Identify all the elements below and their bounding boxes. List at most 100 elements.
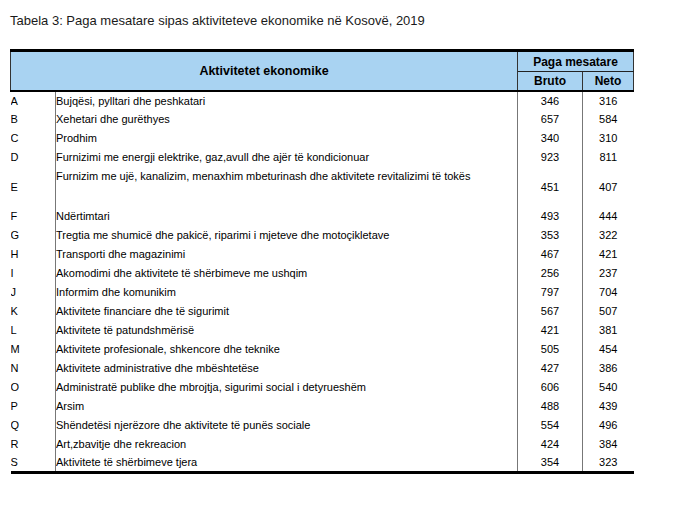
table-row: C Prodhim 340 310 [11,129,634,148]
table-body: A Bujqësi, pylltari dhe peshkatari 346 3… [11,91,634,473]
row-neto: 386 [583,359,634,378]
row-neto: 421 [583,245,634,264]
row-code: N [11,359,56,378]
row-bruto: 797 [518,283,583,302]
header-activities: Aktivitetet ekonomike [11,51,518,91]
row-activity: Shëndetësi njerëzore dhe aktivitete të p… [56,416,518,435]
row-activity: Xehetari dhe gurëthyes [56,110,518,129]
row-activity: Akomodimi dhe aktivitete të shërbimeve m… [56,264,518,283]
row-bruto: 424 [518,435,583,454]
row-code: C [11,129,56,148]
row-neto: 507 [583,302,634,321]
row-neto: 444 [583,207,634,226]
row-code: K [11,302,56,321]
row-bruto: 256 [518,264,583,283]
row-code: B [11,110,56,129]
row-activity: Ndërtimtari [56,207,518,226]
row-activity: Aktivitete të shërbimeve tjera [56,454,518,473]
row-activity: Art,zbavitje dhe rekreacion [56,435,518,454]
row-activity: Aktivitete administrative dhe mbështetës… [56,359,518,378]
row-neto: 316 [583,91,634,110]
table-row: D Furnizimi me energji elektrike, gaz,av… [11,148,634,167]
table-row: P Arsim 488 439 [11,397,634,416]
row-code: O [11,378,56,397]
row-neto: 496 [583,416,634,435]
table-row: H Transporti dhe magazinimi 467 421 [11,245,634,264]
row-code: S [11,454,56,473]
table-row: I Akomodimi dhe aktivitete të shërbimeve… [11,264,634,283]
row-neto: 584 [583,110,634,129]
table-row: K Aktivitete financiare dhe të sigurimit… [11,302,634,321]
row-neto: 381 [583,321,634,340]
table-row: L Aktivitete të patundshmërisë 421 381 [11,321,634,340]
row-code: P [11,397,56,416]
table-row: O Administratë publike dhe mbrojtja, sig… [11,378,634,397]
row-code: E [11,167,56,207]
row-neto: 454 [583,340,634,359]
row-code: A [11,91,56,110]
document-page: Tabela 3: Paga mesatare sipas aktivitete… [0,0,678,506]
row-code: H [11,245,56,264]
row-code: Q [11,416,56,435]
row-neto: 540 [583,378,634,397]
row-bruto: 505 [518,340,583,359]
row-code: D [11,148,56,167]
row-neto: 384 [583,435,634,454]
row-activity: Bujqësi, pylltari dhe peshkatari [56,91,518,110]
table-row: Q Shëndetësi njerëzore dhe aktivitete të… [11,416,634,435]
row-activity: Prodhim [56,129,518,148]
row-neto: 439 [583,397,634,416]
row-activity: Aktivitete financiare dhe të sigurimit [56,302,518,321]
row-bruto: 554 [518,416,583,435]
row-activity: Aktivitete të patundshmërisë [56,321,518,340]
table-row: R Art,zbavitje dhe rekreacion 424 384 [11,435,634,454]
row-activity: Furnizimi me energji elektrike, gaz,avul… [56,148,518,167]
row-neto: 407 [583,167,634,207]
row-code: G [11,226,56,245]
table-row: M Aktivitete profesionale, shkencore dhe… [11,340,634,359]
row-bruto: 467 [518,245,583,264]
row-bruto: 354 [518,454,583,473]
row-neto: 322 [583,226,634,245]
row-code: M [11,340,56,359]
row-bruto: 657 [518,110,583,129]
row-bruto: 567 [518,302,583,321]
row-activity: Aktivitete profesionale, shkencore dhe t… [56,340,518,359]
table-row: E Furnizim me ujë, kanalizim, menaxhim m… [11,167,634,207]
table-row: G Tregtia me shumicë dhe pakicë, riparim… [11,226,634,245]
row-neto: 310 [583,129,634,148]
table-header: Aktivitetet ekonomike Paga mesatare Brut… [11,51,634,91]
row-neto: 704 [583,283,634,302]
row-bruto: 346 [518,91,583,110]
average-wage-table: Aktivitetet ekonomike Paga mesatare Brut… [10,49,634,474]
row-bruto: 340 [518,129,583,148]
table-row: F Ndërtimtari 493 444 [11,207,634,226]
row-code: J [11,283,56,302]
row-activity: Transporti dhe magazinimi [56,245,518,264]
row-activity: Informim dhe komunikim [56,283,518,302]
row-neto: 237 [583,264,634,283]
row-activity: Arsim [56,397,518,416]
row-neto: 323 [583,454,634,473]
row-code: I [11,264,56,283]
row-code: R [11,435,56,454]
row-bruto: 353 [518,226,583,245]
table-row: B Xehetari dhe gurëthyes 657 584 [11,110,634,129]
row-code: L [11,321,56,340]
row-bruto: 421 [518,321,583,340]
header-neto: Neto [583,72,634,91]
table-row: N Aktivitete administrative dhe mbështet… [11,359,634,378]
row-bruto: 488 [518,397,583,416]
row-bruto: 606 [518,378,583,397]
row-bruto: 493 [518,207,583,226]
row-bruto: 427 [518,359,583,378]
table-caption: Tabela 3: Paga mesatare sipas aktivitete… [10,13,425,28]
table-row: A Bujqësi, pylltari dhe peshkatari 346 3… [11,91,634,110]
row-bruto: 451 [518,167,583,207]
row-bruto: 923 [518,148,583,167]
row-neto: 811 [583,148,634,167]
header-paga-mesatare: Paga mesatare [518,51,634,72]
row-activity: Administratë publike dhe mbrojtja, sigur… [56,378,518,397]
header-bruto: Bruto [518,72,583,91]
row-activity: Tregtia me shumicë dhe pakicë, riparimi … [56,226,518,245]
